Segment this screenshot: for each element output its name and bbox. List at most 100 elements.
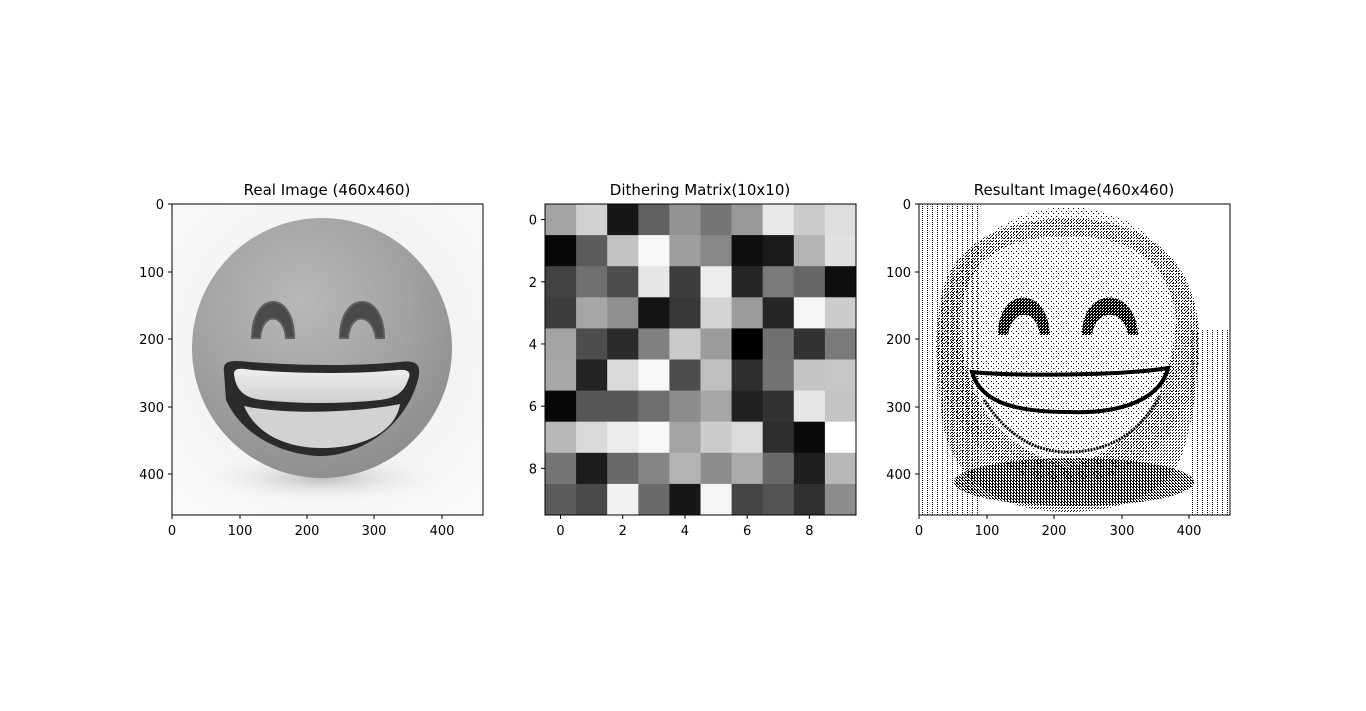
heatmap-cell [638, 297, 670, 329]
y-tick-label: 0 [903, 198, 911, 213]
y-tick-label: 400 [139, 468, 164, 483]
heatmap-cell [669, 452, 701, 485]
right-eye-dither [1082, 297, 1138, 335]
axes-frame [544, 203, 857, 516]
heatmap-cell [576, 421, 608, 454]
resultant-image-raster [919, 204, 1230, 515]
heatmap-cell [576, 483, 608, 516]
heatmap-cell [638, 235, 670, 267]
y-tick-label: 2 [529, 276, 537, 291]
mouth-outline-dither [969, 365, 1171, 415]
heatmap-cell [576, 204, 608, 236]
y-ticks: 0 100 200 300 400 [886, 198, 919, 483]
y-tick-label: 0 [529, 214, 537, 229]
mouth-lower-dither [982, 395, 1162, 454]
x-tick-label: 4 [681, 524, 689, 539]
heatmap-cell [731, 483, 764, 516]
heatmap-cell [607, 359, 639, 392]
panel-dithering-matrix: Dithering Matrix(10x10) 0 2 4 6 8 0 2 4 6 8 [529, 181, 857, 539]
heatmap-cell [762, 235, 795, 267]
heatmap-cell [607, 421, 639, 454]
heatmap-cell [545, 297, 577, 329]
y-tick-label: 300 [886, 401, 911, 416]
heatmap-cell [731, 328, 764, 360]
heatmap-cell [669, 297, 701, 329]
x-tick-label: 300 [362, 524, 387, 539]
heatmap-cell [607, 452, 639, 485]
lower-teeth [244, 404, 400, 448]
x-tick-label: 2 [619, 524, 627, 539]
heatmap-cell [793, 390, 826, 423]
x-ticks: 0 100 200 300 400 [168, 515, 455, 539]
heatmap-cell [762, 421, 795, 454]
heatmap-cell [762, 328, 795, 360]
heatmap-cell [545, 235, 577, 267]
heatmap-cell [700, 359, 733, 392]
x-tick-label: 400 [430, 524, 455, 539]
heatmap-cell [824, 297, 857, 329]
heatmap-cell [669, 483, 701, 516]
heatmap-cell [669, 266, 701, 298]
heatmap-cell [824, 483, 857, 516]
heatmap-cell [545, 452, 577, 485]
heatmap-cell [731, 390, 764, 423]
x-tick-label: 300 [1110, 524, 1135, 539]
y-ticks: 0 2 4 6 8 [529, 214, 545, 477]
heatmap-cell [700, 297, 733, 329]
heatmap-cell [576, 297, 608, 329]
heatmap-cell [824, 235, 857, 267]
heatmap-cell [762, 359, 795, 392]
heatmap-cell [545, 390, 577, 423]
left-eye [250, 301, 296, 339]
x-tick-label: 100 [228, 524, 253, 539]
heatmap-cell [669, 204, 701, 236]
heatmap-cell [731, 297, 764, 329]
x-tick-label: 6 [743, 524, 751, 539]
y-tick-label: 400 [886, 468, 911, 483]
heatmap-cell [638, 359, 670, 392]
heatmap-cell [700, 235, 733, 267]
heatmap-cell [669, 235, 701, 267]
heatmap-cell [731, 266, 764, 298]
x-tick-label: 0 [915, 524, 923, 539]
x-ticks: 0 100 200 300 400 [915, 515, 1202, 539]
panel-title-real-image: Real Image (460x460) [244, 181, 411, 199]
heatmap-cell [762, 204, 795, 236]
y-tick-label: 300 [139, 401, 164, 416]
heatmap-cell [638, 421, 670, 454]
panel-title-resultant-image: Resultant Image(460x460) [974, 181, 1175, 199]
heatmap-cell [700, 421, 733, 454]
y-tick-label: 0 [156, 198, 164, 213]
x-tick-label: 100 [975, 524, 1000, 539]
heatmap-cell [638, 483, 670, 516]
y-tick-label: 200 [139, 333, 164, 348]
heatmap-cell [638, 452, 670, 485]
heatmap-cell [762, 297, 795, 329]
heatmap-cell [762, 390, 795, 423]
heatmap-cell [824, 390, 857, 423]
panel-title-dithering-matrix: Dithering Matrix(10x10) [610, 181, 790, 199]
heatmap-cell [576, 390, 608, 423]
heatmap-cell [576, 359, 608, 392]
heatmap-cell [731, 421, 764, 454]
left-eye-dither [998, 297, 1050, 335]
heatmap-cell [731, 452, 764, 485]
heatmap-cell [576, 328, 608, 360]
heatmap-cell [762, 266, 795, 298]
y-tick-label: 200 [886, 333, 911, 348]
x-tick-label: 400 [1177, 524, 1202, 539]
heatmap-cell [793, 235, 826, 267]
heatmap-cell [793, 297, 826, 329]
heatmap-cell [607, 266, 639, 298]
axes-frame [918, 203, 1231, 516]
y-ticks: 0 100 200 300 400 [139, 198, 172, 483]
heatmap-cell [669, 390, 701, 423]
y-tick-label: 8 [529, 462, 537, 477]
heatmap-cell [731, 359, 764, 392]
axes-frame [171, 203, 484, 516]
heatmap-cell [545, 266, 577, 298]
face-dither [936, 207, 1200, 483]
heatmap-cell [793, 359, 826, 392]
heatmap-cell [762, 452, 795, 485]
